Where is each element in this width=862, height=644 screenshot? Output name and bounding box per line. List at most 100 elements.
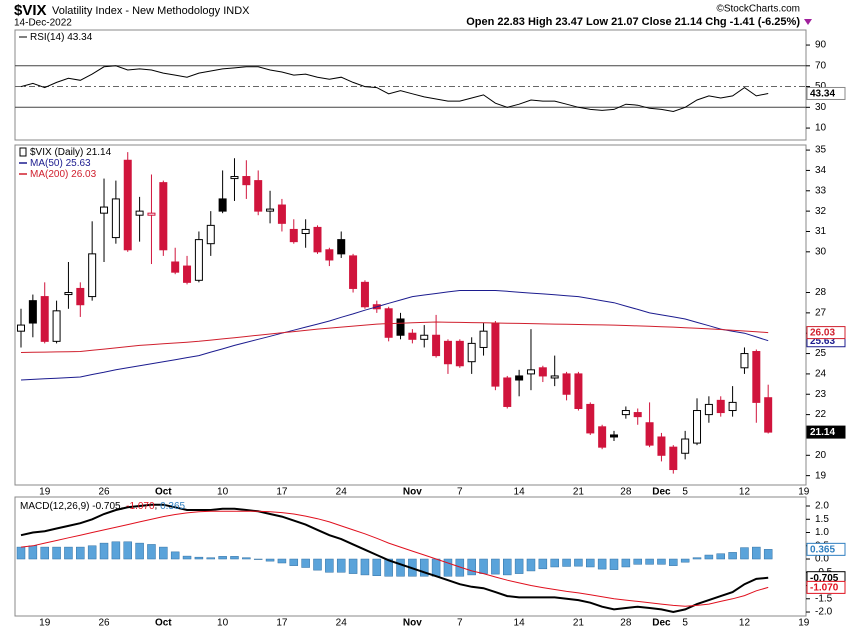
candle-body [277, 204, 286, 224]
legend-entry: MA(50) 25.63 [30, 158, 91, 169]
candle-body [40, 296, 49, 342]
symbol: $VIX [14, 2, 47, 19]
candle-body [704, 403, 713, 416]
x-tick-label: 12 [739, 487, 751, 498]
histogram-bar [289, 558, 299, 566]
histogram-bar [265, 558, 275, 562]
candle-body [135, 210, 144, 216]
legend-entry: MACD(12,26,9) -0.705, -1.070, 0.365 [20, 501, 186, 512]
x-tick-label: 19 [39, 618, 51, 629]
candle-body [467, 342, 476, 363]
candle-body [491, 322, 500, 387]
candle-body [337, 239, 346, 255]
candle-body [100, 206, 109, 214]
y-tick-label: 28 [815, 287, 827, 298]
histogram-bar [763, 549, 773, 560]
candle-body [526, 369, 535, 375]
legend-swatch [19, 147, 27, 157]
candle-body [64, 292, 73, 296]
candle-body [159, 182, 168, 251]
x-tick-label: 26 [98, 618, 110, 629]
candle-body [396, 318, 405, 336]
candle-body [325, 249, 334, 261]
y-tick-label: 32 [815, 206, 827, 217]
y-tick-label: 90 [815, 40, 827, 51]
histogram-bar [206, 557, 216, 560]
candle-body [716, 399, 725, 414]
value-badge-label: 0.365 [810, 544, 835, 555]
candle-body [111, 198, 120, 239]
histogram-bar [574, 558, 583, 567]
legend-name: MACD(12,26,9) [20, 501, 89, 512]
legend-entry: MA(200) 26.03 [30, 169, 97, 180]
panel-frame [14, 29, 807, 141]
y-tick-label: 24 [815, 369, 827, 380]
histogram-bar [669, 558, 678, 566]
y-tick-label: 0.0 [815, 554, 829, 565]
histogram-bar [680, 558, 690, 563]
y-tick-label: -2.0 [815, 607, 833, 618]
x-tick-label: 28 [620, 618, 632, 629]
candle-body [598, 426, 607, 448]
x-tick-label: 28 [620, 487, 632, 498]
histogram-bar [645, 558, 654, 565]
histogram-bar [230, 556, 239, 560]
x-tick-label: 7 [457, 618, 463, 629]
value-badge [806, 542, 846, 556]
histogram-bar [87, 545, 97, 560]
x-tick-label: 12 [739, 618, 751, 629]
legend-name: RSI(14) [30, 32, 64, 43]
histogram-bar [704, 554, 714, 560]
histogram-bar [443, 558, 453, 577]
x-tick-label: 17 [276, 618, 288, 629]
candle-body [538, 367, 547, 377]
y-tick-label: 25 [815, 348, 827, 359]
candle-body [88, 253, 97, 298]
histogram-bar [301, 558, 310, 568]
candle-body [550, 375, 559, 379]
candle-body [479, 330, 488, 348]
y-tick-label: 35 [815, 145, 827, 156]
candle-body [657, 436, 666, 456]
x-tick-label: 19 [798, 487, 810, 498]
y-tick-label: 1.0 [815, 527, 829, 538]
candle-body [52, 310, 61, 342]
candle-body [171, 261, 180, 273]
candle-body [633, 412, 642, 418]
candle-body [289, 228, 298, 243]
histogram-bar [550, 558, 559, 568]
value-badge-label: 21.14 [810, 427, 835, 438]
x-tick-label: 26 [98, 487, 110, 498]
candle-body [408, 332, 417, 340]
histogram-bar [372, 558, 382, 576]
histogram-bar [503, 558, 512, 576]
value-badge-label: -1.070 [810, 583, 839, 594]
value-badge-label: -0.705 [810, 573, 839, 584]
legend-entry: $VIX (Daily) 21.14 [30, 147, 112, 158]
x-tick-label: 19 [798, 618, 810, 629]
histogram-bar [586, 558, 595, 568]
histogram-bar [348, 558, 358, 574]
y-tick-label: 30 [815, 246, 827, 257]
y-tick-label: 19 [815, 470, 827, 481]
value-badge-label: 43.34 [810, 89, 835, 100]
histogram-bar [514, 558, 524, 574]
candle-body [254, 180, 263, 212]
x-tick-label: Dec [652, 487, 671, 498]
x-tick-label: Dec [652, 618, 671, 629]
histogram-bar [740, 547, 749, 560]
candle-body [503, 377, 512, 407]
y-tick-label: 23 [815, 389, 827, 400]
histogram-bar [657, 558, 666, 565]
candle-body [645, 422, 654, 446]
histogram-bar [194, 556, 204, 560]
x-tick-label: 7 [457, 487, 463, 498]
y-tick-label: 2.0 [815, 501, 829, 512]
x-tick-label: 21 [573, 487, 585, 498]
y-tick-label: 33 [815, 185, 827, 196]
candle-body [206, 224, 215, 245]
histogram-bar [336, 558, 346, 573]
x-tick-label: 14 [514, 618, 526, 629]
